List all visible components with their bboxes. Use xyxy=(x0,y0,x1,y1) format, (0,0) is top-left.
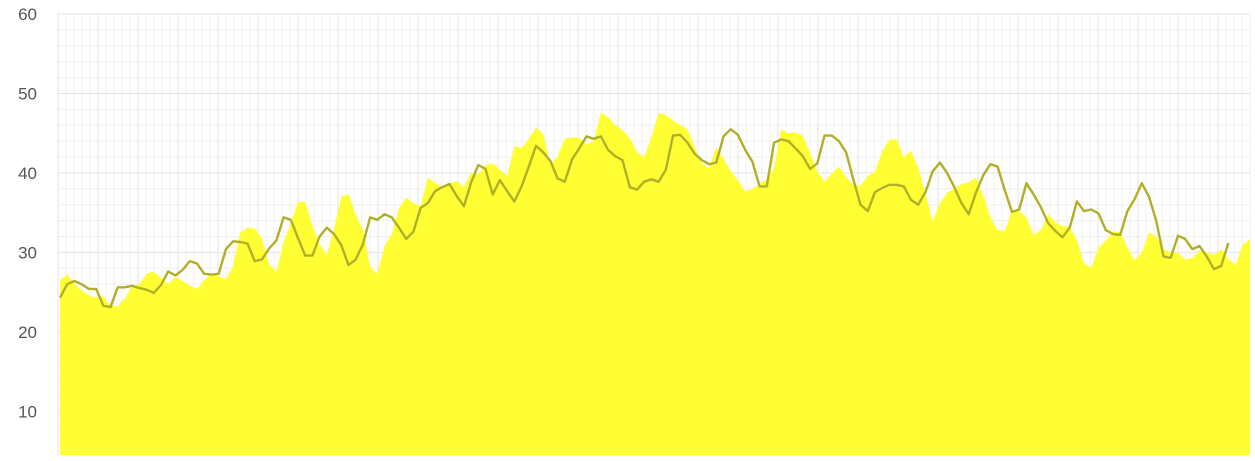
y-axis-tick-labels: 10 20 30 40 50 60 xyxy=(18,5,37,421)
line-series xyxy=(58,127,1230,309)
y-tick-label: 10 xyxy=(18,402,37,421)
y-tick-label: 30 xyxy=(18,243,37,262)
area-series xyxy=(60,112,1250,455)
y-tick-label: 20 xyxy=(18,323,37,342)
y-tick-label: 60 xyxy=(18,5,37,24)
y-tick-label: 40 xyxy=(18,164,37,183)
y-tick-label: 50 xyxy=(18,84,37,103)
